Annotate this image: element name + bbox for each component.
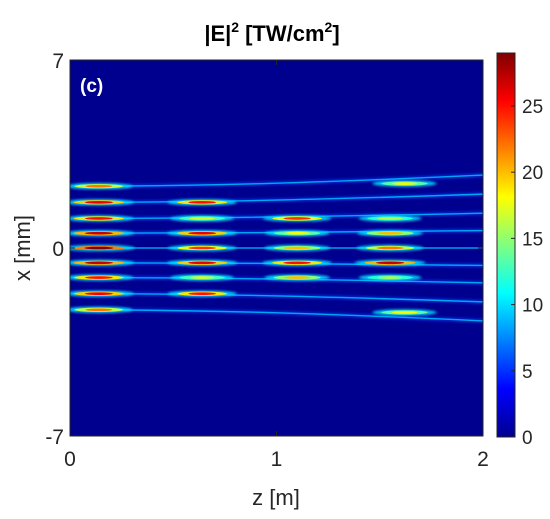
- hotspot-peak: [189, 217, 215, 220]
- chart-title: |E|2 [TW/cm2]: [204, 19, 339, 46]
- hotspot-peak: [85, 308, 113, 312]
- hotspot-peak: [85, 276, 113, 279]
- hotspot-peak: [188, 231, 217, 235]
- x-axis: 0 1 2: [64, 60, 489, 471]
- title-sup2: 2: [325, 19, 333, 35]
- colorbar-tick-label: 15: [522, 229, 543, 250]
- hotspot-peak: [85, 184, 113, 188]
- y-axis: -7 0 7: [45, 50, 483, 449]
- colorbar-gradient: [496, 52, 516, 438]
- y-tick-label: 0: [52, 238, 64, 261]
- colorbar-tick-label: 20: [522, 163, 543, 184]
- hotspot-peak: [188, 246, 216, 250]
- colorbar-tick-label: 25: [522, 97, 543, 118]
- title-unit: [TW/cm: [245, 21, 324, 46]
- hotspot-peak: [84, 292, 113, 295]
- hotspot-peak: [84, 261, 114, 265]
- hotspot-peak: [84, 231, 114, 235]
- hotspot-peak: [85, 217, 113, 220]
- hotspot-peak: [84, 246, 114, 250]
- hotspot-peak: [283, 246, 311, 250]
- colorbar-tick-label: 10: [522, 296, 543, 317]
- hotspot-peak: [377, 217, 403, 220]
- filament-layer: [70, 173, 483, 323]
- hotspot-peak: [283, 276, 311, 279]
- x-tick-label: 0: [64, 448, 76, 471]
- hotspot-peak: [84, 201, 113, 204]
- colorbar-ticks: 0 5 10 15 20 25: [511, 97, 543, 449]
- x-tick-label: 1: [271, 448, 283, 471]
- title-sup1: 2: [231, 19, 239, 35]
- hotspot-peak: [391, 311, 418, 314]
- hotspot-peak: [188, 292, 217, 295]
- hotspot-peak: [188, 261, 217, 265]
- colorbar: 0 5 10 15 20 25: [496, 52, 543, 449]
- hotspot-peak: [283, 261, 311, 265]
- y-tick-label: -7: [45, 426, 64, 449]
- y-axis-label: x [mm]: [10, 215, 35, 281]
- hotspot-peak: [377, 276, 403, 279]
- title-close: ]: [332, 21, 339, 46]
- x-axis-label: z [m]: [252, 485, 300, 510]
- colorbar-tick-label: 5: [522, 362, 533, 383]
- hotspot-peak: [375, 261, 405, 265]
- hotspot-peak: [376, 231, 404, 235]
- hotspot-peak: [283, 217, 311, 220]
- hotspot-peak: [189, 276, 215, 279]
- hotspot-peak: [284, 231, 311, 235]
- title-main: |E|: [204, 21, 231, 46]
- x-tick-label: 2: [477, 448, 489, 471]
- colorbar-tick-label: 0: [522, 428, 533, 449]
- hotspot-peak: [376, 246, 404, 250]
- panel-label: (c): [80, 76, 103, 97]
- y-tick-label: 7: [52, 50, 64, 73]
- plot-area: (c): [69, 59, 484, 437]
- hotspot-peak: [188, 201, 217, 204]
- hotspot-peak: [391, 182, 418, 185]
